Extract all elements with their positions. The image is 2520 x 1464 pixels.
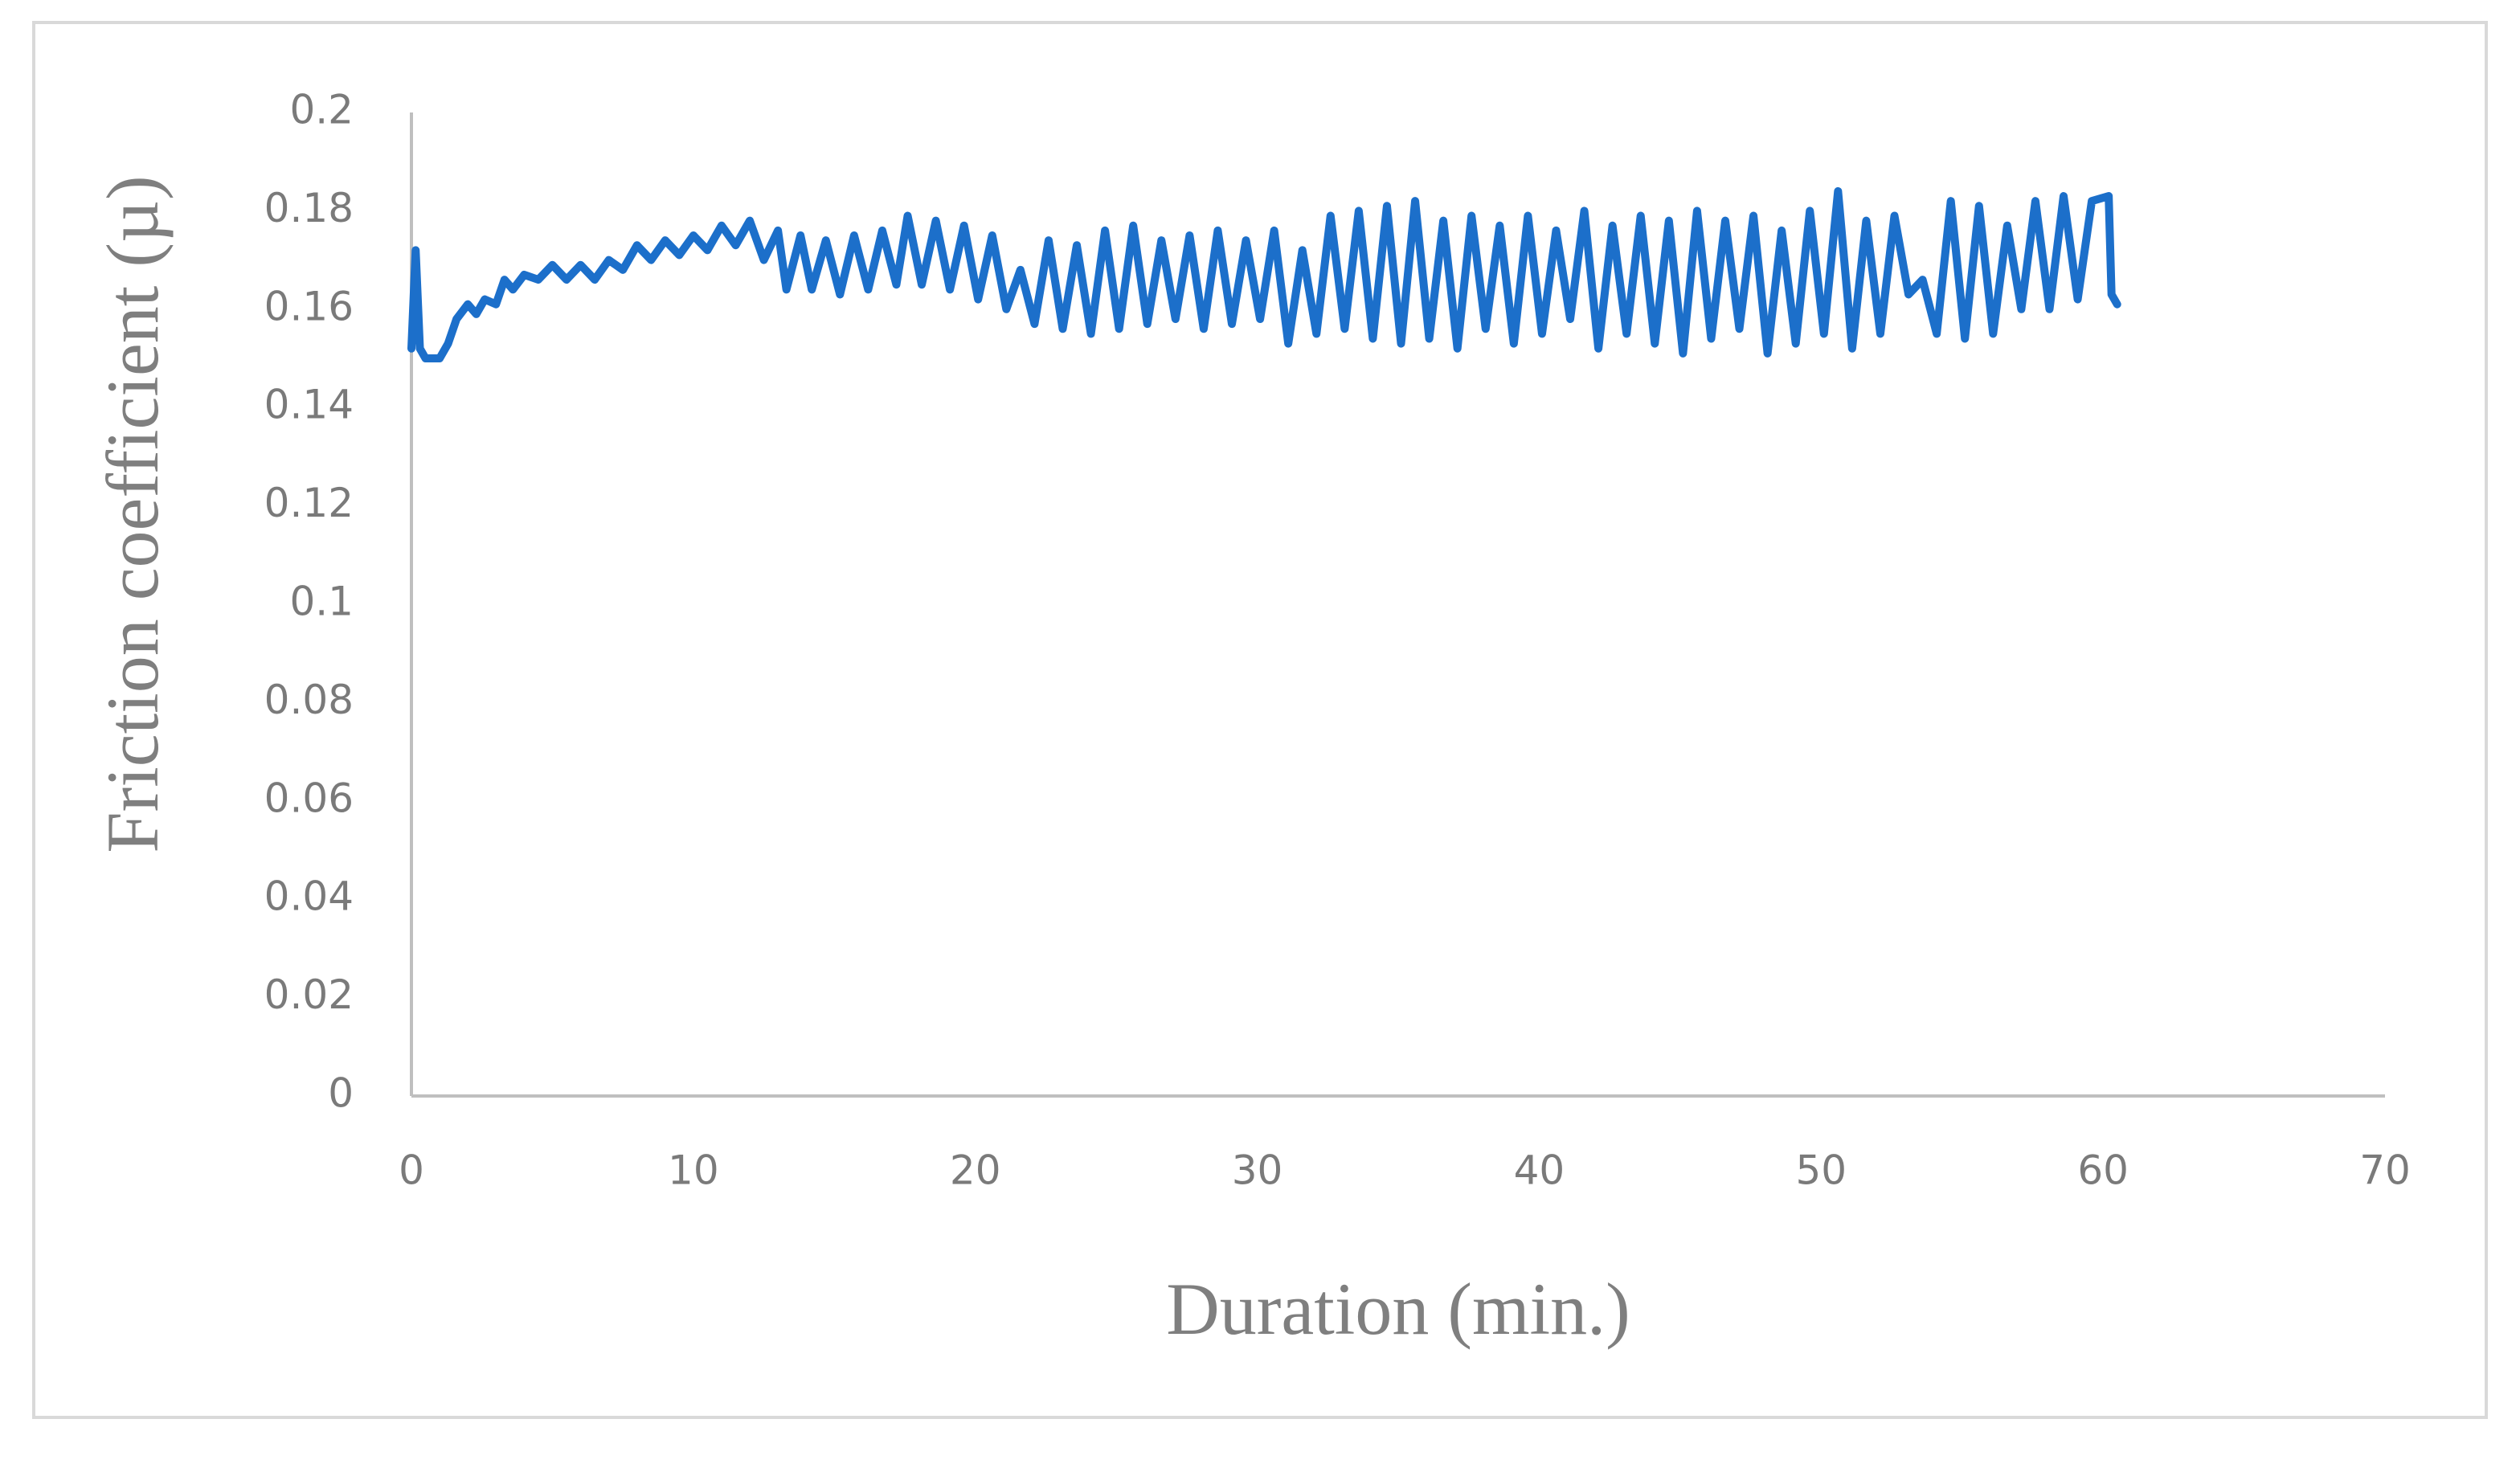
y-tick-label: 0.06 xyxy=(264,775,354,821)
y-tick-label: 0.08 xyxy=(264,677,354,723)
y-tick-label: 0.16 xyxy=(264,283,354,329)
x-tick-label: 30 xyxy=(1232,1147,1283,1194)
y-axis-title: Friction coefficient (µ) xyxy=(92,175,174,853)
chart-border xyxy=(32,21,2488,1419)
y-tick-label: 0.2 xyxy=(289,87,354,133)
x-tick-label: 20 xyxy=(950,1147,1001,1194)
x-tick-label: 0 xyxy=(399,1147,424,1194)
y-tick-label: 0.1 xyxy=(289,579,354,625)
y-tick-label: 0.18 xyxy=(264,185,354,231)
x-tick-label: 50 xyxy=(1795,1147,1847,1194)
x-tick-label: 60 xyxy=(2077,1147,2129,1194)
x-tick-label: 10 xyxy=(668,1147,719,1194)
x-axis-title: Duration (min.) xyxy=(1166,1268,1630,1350)
y-tick-label: 0 xyxy=(328,1070,354,1117)
y-tick-label: 0.02 xyxy=(264,971,354,1018)
x-tick-label: 40 xyxy=(1514,1147,1565,1194)
data-line xyxy=(407,186,2121,362)
y-tick-label: 0.14 xyxy=(264,382,354,428)
x-tick-label: 70 xyxy=(2359,1147,2411,1194)
y-tick-label: 0.04 xyxy=(264,873,354,920)
y-tick-label: 0.12 xyxy=(264,480,354,526)
